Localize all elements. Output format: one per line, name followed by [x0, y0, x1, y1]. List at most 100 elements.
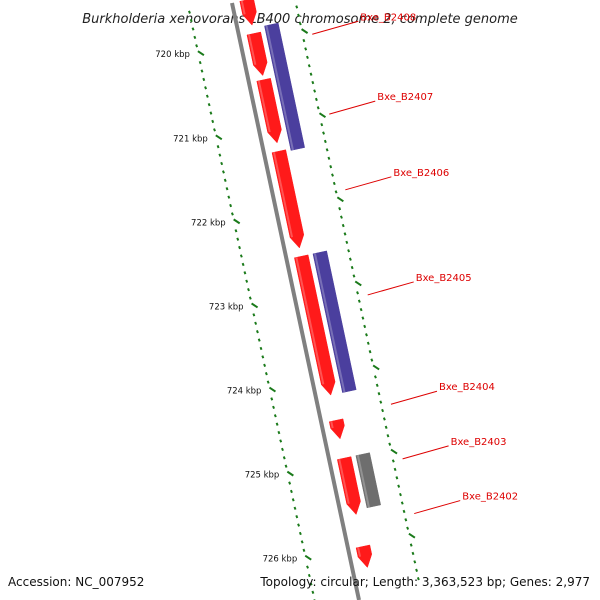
gene-highlight — [265, 25, 294, 151]
gene-label-leader — [345, 176, 392, 191]
outer-tick — [320, 122, 324, 127]
inner-tick — [297, 523, 301, 527]
inner-tick — [211, 119, 215, 124]
outer-tick — [338, 207, 342, 211]
inner-tick — [309, 582, 313, 586]
inner-tick — [286, 470, 294, 477]
inner-tick — [198, 60, 202, 65]
inner-tick — [195, 44, 199, 48]
inner-tick — [204, 86, 207, 90]
inner-tick — [273, 414, 277, 418]
outer-tick — [350, 265, 354, 270]
gene-label: Bxe_B2408 — [360, 12, 416, 23]
outer-tick — [357, 299, 361, 303]
outer-tick — [325, 148, 329, 152]
inner-tick — [306, 565, 309, 569]
inner-tick — [307, 573, 311, 578]
inner-tick — [220, 161, 224, 166]
kbp-tick-label: 724 kbp — [227, 387, 262, 397]
gene-bxe_b2404 — [328, 418, 345, 440]
gene-highlight — [357, 547, 361, 557]
outer-tick — [340, 215, 343, 219]
inner-tick — [281, 447, 284, 452]
outer-tick — [384, 425, 388, 429]
inner-tick — [311, 590, 315, 594]
gene-label: Bxe_B2406 — [393, 168, 449, 179]
inner-tick — [233, 218, 241, 225]
inner-tick — [229, 203, 233, 208]
gene-label-leader — [402, 445, 449, 460]
inner-tick — [252, 313, 256, 317]
gene-highlight — [257, 80, 271, 133]
inner-tick — [223, 178, 227, 182]
outer-tick — [377, 392, 381, 396]
gene-label-leader — [329, 100, 376, 115]
outer-tick — [327, 156, 331, 160]
inner-tick — [251, 302, 259, 309]
gene-label: Bxe_B2403 — [451, 437, 507, 448]
outer-tick — [365, 333, 368, 337]
outer-tick — [390, 448, 398, 455]
inner-tick — [254, 321, 258, 325]
outer-tick — [302, 38, 306, 43]
outer-tick — [379, 400, 383, 404]
inner-tick — [238, 245, 241, 250]
outer-tick — [411, 551, 415, 556]
gene-track — [239, 0, 381, 568]
outer-tick — [316, 106, 320, 110]
inner-tick — [225, 187, 229, 191]
gene-highlight — [338, 458, 350, 504]
gene-highlight — [273, 152, 294, 238]
outer-tick — [343, 232, 347, 236]
inner-tick — [197, 50, 205, 57]
inner-tick — [241, 262, 245, 267]
outer-tick — [301, 28, 309, 34]
inner-tick — [261, 355, 265, 359]
inner-tick — [275, 422, 279, 426]
gene-bxe_b2405 — [312, 250, 357, 393]
outer-tick — [373, 375, 377, 379]
outer-tick — [361, 316, 365, 320]
kbp-tick-label: 723 kbp — [209, 302, 244, 312]
inner-tick-ring — [188, 10, 316, 600]
inner-tick — [259, 346, 263, 351]
outer-tick — [298, 22, 302, 26]
inner-tick — [277, 430, 281, 435]
inner-tick — [293, 506, 297, 510]
kbp-scale: 720 kbp 721 kbp 722 kbp 723 kbp 724 kbp 725 k… — [155, 50, 297, 565]
accession-text: Accession: NC_007952 — [8, 575, 144, 589]
genome-summary-text: Topology: circular; Length: 3,363,523 bp… — [259, 575, 590, 589]
outer-tick — [408, 532, 416, 539]
inner-tick — [207, 102, 211, 107]
inner-tick — [202, 77, 206, 82]
gene-highlight — [330, 421, 334, 429]
inner-tick — [282, 456, 286, 460]
outer-tick — [331, 173, 334, 177]
map-title: Burkholderia xenovorans LB400 chromosome… — [82, 12, 518, 27]
inner-tick — [234, 229, 238, 233]
gene-label: Bxe_B2405 — [416, 273, 472, 284]
gene-highlight — [240, 0, 246, 15]
outer-tick — [307, 64, 311, 68]
outer-tick — [304, 47, 308, 51]
outer-tick — [368, 350, 372, 354]
outer-tick — [297, 13, 300, 17]
inner-tick — [239, 254, 243, 258]
outer-tick — [311, 80, 315, 85]
backbone-line — [230, 2, 361, 600]
inner-tick — [247, 287, 250, 292]
outer-tick-ring — [294, 0, 420, 581]
outer-tick — [329, 165, 333, 169]
outer-tick — [372, 364, 380, 371]
inner-tick — [270, 397, 274, 401]
outer-tick — [356, 291, 359, 295]
inner-tick — [304, 554, 312, 561]
outer-tick — [386, 434, 390, 438]
outer-tick — [375, 383, 379, 387]
kbp-tick-label: 725 kbp — [245, 471, 280, 481]
outer-tick — [404, 518, 408, 522]
outer-tick — [381, 408, 385, 413]
outer-tick — [406, 526, 410, 530]
outer-tick — [352, 274, 356, 278]
kbp-tick-label: 721 kbp — [173, 134, 208, 144]
